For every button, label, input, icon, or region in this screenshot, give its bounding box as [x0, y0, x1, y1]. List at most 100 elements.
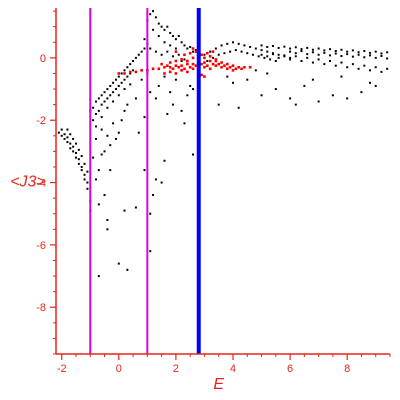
red-data-point [168, 70, 172, 74]
black-data-point [240, 50, 243, 53]
red-data-point [243, 65, 246, 69]
black-data-point [103, 150, 106, 153]
red-data-point [174, 59, 178, 63]
black-data-point [311, 78, 314, 81]
black-data-point [132, 69, 135, 72]
black-data-point [126, 268, 129, 271]
black-data-point [214, 47, 217, 50]
black-data-point [266, 72, 269, 75]
black-data-point [106, 97, 109, 100]
black-data-point [143, 38, 146, 41]
black-data-point [72, 150, 75, 153]
red-data-point [174, 72, 178, 75]
black-data-point [100, 103, 103, 106]
red-data-point [191, 56, 195, 60]
black-data-point [154, 97, 157, 100]
red-data-point [194, 64, 198, 67]
red-data-point [214, 64, 218, 67]
black-data-point [114, 88, 117, 91]
black-data-point [334, 52, 337, 55]
black-data-point [374, 56, 377, 59]
red-data-point [183, 53, 186, 57]
black-data-point [57, 131, 60, 134]
red-data-point [188, 65, 192, 69]
red-data-point [174, 50, 178, 53]
x-tick-label: 8 [344, 363, 350, 375]
black-data-point [172, 103, 175, 106]
black-data-point [69, 142, 72, 145]
black-data-point [340, 48, 343, 51]
black-data-point [311, 48, 314, 51]
black-data-point [134, 97, 137, 100]
black-data-point [69, 147, 72, 150]
black-data-point [94, 112, 97, 115]
black-data-point [83, 178, 86, 181]
red-data-point [200, 62, 203, 66]
red-data-point [168, 61, 172, 64]
black-data-point [340, 55, 343, 57]
black-data-point [126, 103, 129, 106]
black-data-point [289, 58, 292, 61]
black-data-point [340, 61, 343, 64]
black-data-point [117, 75, 120, 78]
black-data-point [317, 47, 320, 50]
black-data-point [103, 91, 106, 94]
black-data-point [360, 91, 363, 94]
red-data-point [203, 75, 206, 78]
black-data-point [260, 44, 263, 47]
black-data-point [329, 48, 332, 51]
black-data-point [271, 45, 274, 48]
black-data-point [289, 97, 292, 100]
red-data-point [117, 72, 121, 75]
black-data-point [346, 66, 349, 69]
black-data-point [92, 156, 95, 159]
black-data-point [149, 13, 152, 16]
black-data-point [192, 50, 195, 53]
red-data-point [183, 67, 186, 71]
black-data-point [157, 22, 160, 25]
black-data-point [306, 46, 309, 49]
black-data-point [357, 53, 360, 56]
black-data-point [386, 57, 389, 60]
black-data-point [97, 97, 100, 100]
black-data-point [243, 44, 246, 47]
black-data-point [154, 50, 157, 53]
black-data-point [386, 51, 389, 54]
x-tick-label: 2 [173, 363, 179, 375]
black-data-point [226, 42, 229, 45]
red-data-point [180, 58, 183, 61]
red-data-point [231, 69, 235, 72]
red-data-point [234, 67, 238, 71]
black-data-point [183, 44, 186, 47]
red-data-point [186, 59, 189, 63]
black-data-point [369, 81, 372, 84]
black-data-point [129, 83, 132, 86]
black-data-point [274, 59, 277, 62]
black-data-point [152, 194, 155, 197]
black-data-point [137, 131, 140, 134]
black-data-point [334, 64, 337, 67]
black-data-point [103, 194, 106, 197]
black-data-point [143, 47, 146, 50]
red-data-point [223, 64, 226, 67]
red-data-point [231, 64, 235, 67]
black-data-point [100, 153, 103, 156]
black-data-point [186, 47, 189, 50]
black-data-point [306, 56, 309, 59]
black-data-point [126, 66, 129, 69]
red-data-point [208, 55, 212, 58]
red-data-point [225, 67, 229, 71]
y-axis-label: <J3> [10, 174, 46, 191]
black-data-point [106, 106, 109, 109]
black-data-point [217, 103, 220, 106]
red-data-point [166, 64, 169, 67]
black-data-point [329, 59, 332, 62]
red-data-point [208, 67, 212, 71]
black-data-point [180, 109, 183, 112]
black-data-point [60, 134, 63, 137]
black-data-point [106, 134, 109, 137]
black-data-point [117, 84, 120, 87]
black-data-point [103, 100, 106, 103]
black-data-point [143, 116, 146, 119]
black-data-point [266, 55, 269, 58]
